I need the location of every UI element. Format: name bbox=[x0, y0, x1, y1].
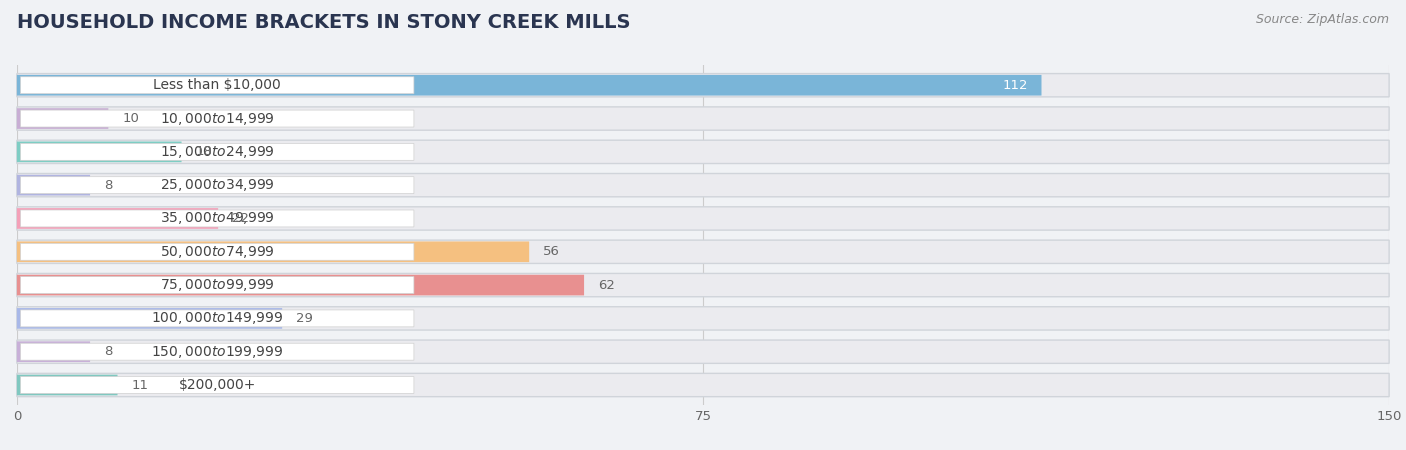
FancyBboxPatch shape bbox=[21, 377, 413, 393]
FancyBboxPatch shape bbox=[17, 308, 283, 328]
Text: 29: 29 bbox=[295, 312, 312, 325]
Text: 8: 8 bbox=[104, 179, 112, 192]
Text: HOUSEHOLD INCOME BRACKETS IN STONY CREEK MILLS: HOUSEHOLD INCOME BRACKETS IN STONY CREEK… bbox=[17, 14, 630, 32]
Text: 18: 18 bbox=[195, 145, 212, 158]
FancyBboxPatch shape bbox=[17, 242, 529, 262]
Text: $200,000+: $200,000+ bbox=[179, 378, 256, 392]
FancyBboxPatch shape bbox=[17, 107, 1389, 130]
FancyBboxPatch shape bbox=[21, 144, 413, 160]
FancyBboxPatch shape bbox=[17, 108, 108, 129]
FancyBboxPatch shape bbox=[17, 275, 583, 295]
FancyBboxPatch shape bbox=[17, 374, 1389, 396]
Text: $10,000 to $14,999: $10,000 to $14,999 bbox=[160, 111, 274, 126]
Text: Less than $10,000: Less than $10,000 bbox=[153, 78, 281, 92]
FancyBboxPatch shape bbox=[17, 175, 90, 195]
Text: $75,000 to $99,999: $75,000 to $99,999 bbox=[160, 277, 274, 293]
FancyBboxPatch shape bbox=[17, 174, 1389, 197]
FancyBboxPatch shape bbox=[17, 142, 181, 162]
FancyBboxPatch shape bbox=[17, 208, 218, 229]
Text: $25,000 to $34,999: $25,000 to $34,999 bbox=[160, 177, 274, 193]
Text: $15,000 to $24,999: $15,000 to $24,999 bbox=[160, 144, 274, 160]
FancyBboxPatch shape bbox=[17, 340, 1389, 363]
FancyBboxPatch shape bbox=[17, 207, 1389, 230]
FancyBboxPatch shape bbox=[17, 240, 1389, 263]
Text: 10: 10 bbox=[122, 112, 139, 125]
FancyBboxPatch shape bbox=[17, 140, 1389, 163]
Text: 56: 56 bbox=[543, 245, 560, 258]
FancyBboxPatch shape bbox=[21, 177, 413, 194]
Text: 22: 22 bbox=[232, 212, 249, 225]
Text: 8: 8 bbox=[104, 345, 112, 358]
Text: $150,000 to $199,999: $150,000 to $199,999 bbox=[150, 344, 284, 360]
FancyBboxPatch shape bbox=[17, 342, 90, 362]
Text: $35,000 to $49,999: $35,000 to $49,999 bbox=[160, 211, 274, 226]
Text: $50,000 to $74,999: $50,000 to $74,999 bbox=[160, 244, 274, 260]
FancyBboxPatch shape bbox=[17, 375, 118, 396]
FancyBboxPatch shape bbox=[21, 277, 413, 293]
FancyBboxPatch shape bbox=[21, 343, 413, 360]
Text: 62: 62 bbox=[598, 279, 614, 292]
FancyBboxPatch shape bbox=[21, 110, 413, 127]
FancyBboxPatch shape bbox=[17, 74, 1389, 97]
Text: 112: 112 bbox=[1002, 79, 1028, 92]
Text: $100,000 to $149,999: $100,000 to $149,999 bbox=[150, 310, 284, 326]
FancyBboxPatch shape bbox=[17, 274, 1389, 297]
FancyBboxPatch shape bbox=[21, 210, 413, 227]
FancyBboxPatch shape bbox=[17, 307, 1389, 330]
FancyBboxPatch shape bbox=[21, 310, 413, 327]
FancyBboxPatch shape bbox=[17, 75, 1042, 95]
Text: 11: 11 bbox=[131, 378, 148, 392]
FancyBboxPatch shape bbox=[21, 243, 413, 260]
FancyBboxPatch shape bbox=[21, 77, 413, 94]
Text: Source: ZipAtlas.com: Source: ZipAtlas.com bbox=[1256, 14, 1389, 27]
